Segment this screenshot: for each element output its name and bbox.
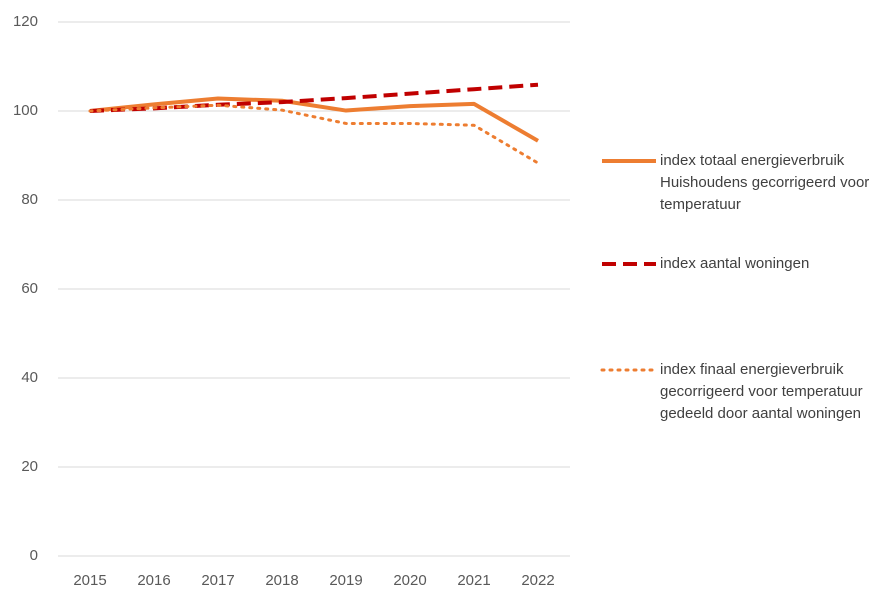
legend-label: index totaal energieverbruik Huishoudens… [660,152,870,213]
x-tick-label: 2021 [457,572,490,589]
legend-label: index aantal woningen [660,255,810,272]
legend-label: index finaal energieverbruik gecorrigeer… [660,361,863,422]
y-tick-label: 120 [13,13,38,30]
x-tick-label: 2020 [393,572,426,589]
series-line [88,103,540,165]
series-line [89,96,539,143]
y-tick-label: 100 [13,102,38,119]
y-tick-label: 80 [21,191,38,208]
x-tick-label: 2018 [265,572,298,589]
x-tick-label: 2022 [521,572,554,589]
x-tick-label: 2019 [329,572,362,589]
x-tick-label: 2016 [137,572,170,589]
x-tick-label: 2015 [73,572,106,589]
y-tick-label: 20 [21,458,38,475]
y-tick-label: 60 [21,280,38,297]
y-tick-label: 0 [30,547,38,564]
y-tick-label: 40 [21,369,38,386]
x-tick-label: 2017 [201,572,234,589]
